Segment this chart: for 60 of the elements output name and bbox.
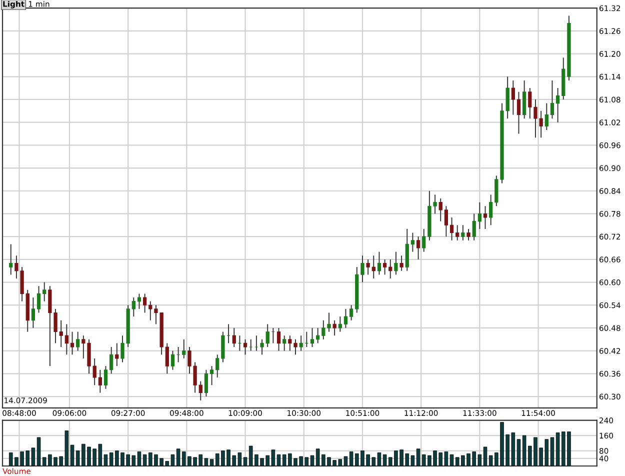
candlestick [422, 228, 426, 252]
candlestick [216, 354, 220, 378]
candlestick [400, 255, 404, 272]
candlestick [349, 304, 354, 321]
candlestick [344, 308, 348, 328]
candlestick [416, 236, 420, 260]
candlestick [332, 320, 336, 336]
candlestick [316, 327, 320, 344]
candlestick [388, 258, 392, 279]
candlestick [410, 232, 415, 252]
candlestick [31, 297, 36, 328]
candlestick [310, 327, 314, 348]
candlestick [165, 342, 169, 374]
candlestick [489, 194, 493, 226]
candlestick [444, 206, 448, 238]
candlestick [132, 297, 136, 318]
candlestick [104, 366, 108, 390]
candlestick [170, 350, 175, 370]
candlestick [394, 251, 398, 276]
candlestick [377, 251, 382, 276]
candlestick [372, 255, 376, 279]
candlestick [556, 88, 560, 123]
candlestick [76, 331, 80, 352]
candlestick [64, 324, 68, 356]
candlestick [516, 91, 521, 134]
candlestick [550, 80, 554, 120]
candlestick [115, 342, 119, 367]
candlestick [382, 258, 387, 276]
candlestick [299, 335, 303, 352]
candlestick [405, 228, 409, 272]
candlestick [544, 102, 548, 130]
candlestick [204, 369, 208, 397]
candlestick [110, 346, 114, 374]
candlestick [137, 293, 142, 310]
candlestick [522, 80, 526, 120]
candlestick [276, 327, 281, 352]
candlestick [221, 331, 225, 363]
candlestick [282, 335, 286, 352]
candlestick [210, 366, 214, 386]
candlestick [42, 282, 46, 302]
candlestick [366, 258, 370, 276]
candlestick [511, 80, 515, 116]
candlestick [450, 217, 454, 241]
candlestick [243, 338, 248, 356]
candlestick [478, 202, 482, 230]
candlestick [472, 213, 476, 241]
candlestick [98, 369, 102, 394]
candlestick [456, 224, 460, 241]
candlestick [70, 331, 74, 356]
candlestick [182, 338, 186, 359]
candlestick [232, 327, 236, 348]
candlestick [9, 244, 13, 276]
candlestick [338, 316, 342, 332]
candlestick [143, 293, 147, 314]
candlestick [466, 228, 470, 241]
candlestick [36, 286, 41, 314]
candlestick [483, 206, 488, 230]
candlestick [461, 224, 465, 241]
candlestick [438, 198, 442, 222]
candlestick [198, 380, 202, 401]
